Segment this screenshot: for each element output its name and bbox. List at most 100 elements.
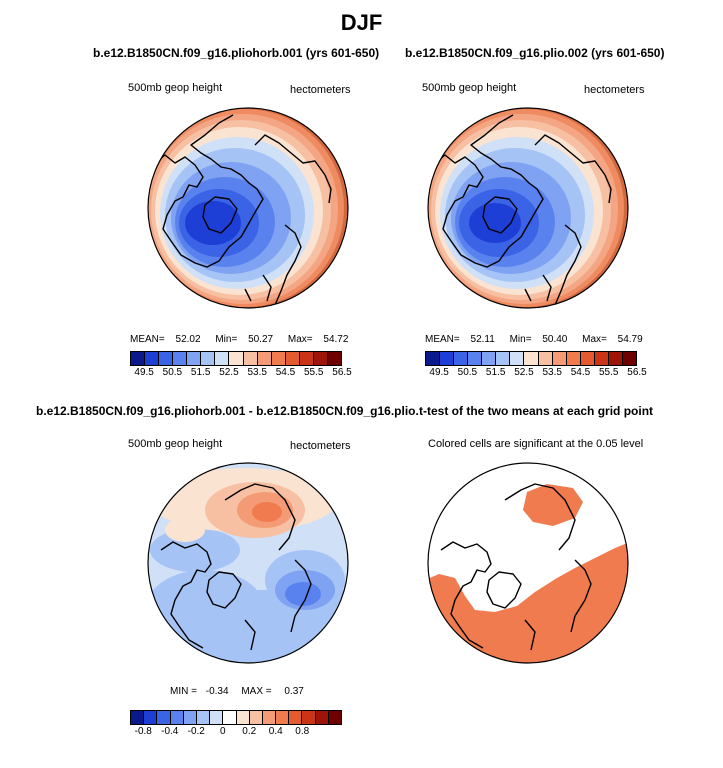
page-title: DJF <box>340 10 383 35</box>
colorbar-tick-label: 49.5 <box>429 367 449 378</box>
colorbar-cell <box>183 711 197 724</box>
colorbar-tick-label: 55.5 <box>598 367 619 378</box>
panel-2-mean-label: MEAN= <box>425 334 460 345</box>
colorbar-cell <box>210 711 224 724</box>
colorbar-cell <box>187 352 202 365</box>
map-panel-4-significance <box>427 462 629 664</box>
colorbar-cell <box>249 711 263 724</box>
colorbar-cell <box>313 352 328 365</box>
panel-1-max: 54.72 <box>323 334 349 345</box>
colorbar-cell <box>594 352 609 365</box>
colorbar-panel-2 <box>425 351 637 366</box>
colorbar-cell <box>302 711 316 724</box>
colorbar-cell <box>131 352 146 365</box>
colorbar-tick-label: -0.4 <box>161 726 179 737</box>
colorbar-cell <box>454 352 469 365</box>
panel-1-min: 50.27 <box>248 334 274 345</box>
panel-2-max: 54.79 <box>617 334 643 345</box>
colorbar-cell <box>566 352 581 365</box>
panel-2-variable-label: 500mb geop height <box>422 82 517 94</box>
panel-3-max: 0.37 <box>284 686 304 697</box>
colorbar-tick-label: 0.2 <box>242 726 257 737</box>
colorbar-tick-label: 56.5 <box>332 367 352 378</box>
colorbar-cell <box>173 352 188 365</box>
colorbar-cell <box>243 352 258 365</box>
panel-3-units-label: hectometers <box>290 440 351 452</box>
colorbar-cell <box>552 352 567 365</box>
panel-2-min-label: Min= <box>509 334 532 345</box>
panel-2-max-label: Max= <box>582 334 607 345</box>
colorbar-cell <box>201 352 216 365</box>
colorbar-tick-label: 0.4 <box>268 726 283 737</box>
panel-1-units-label: hectometers <box>290 84 351 96</box>
panel-3-variable-label: 500mb geop height <box>128 438 223 450</box>
panel-3-title: b.e12.B1850CN.f09_g16.pliohorb.001 - b.e… <box>36 404 439 418</box>
colorbar-tick-label: 51.5 <box>190 367 211 378</box>
colorbar-cell <box>276 711 290 724</box>
panel-3-min-label: MIN = <box>170 686 197 697</box>
colorbar-tick-label: 55.5 <box>303 367 324 378</box>
colorbar-cell <box>144 711 158 724</box>
map-panel-1 <box>147 107 349 309</box>
colorbar-cell <box>524 352 539 365</box>
panel-4-title: t-test of the two means at each grid poi… <box>419 404 654 418</box>
colorbar-tick-label: -0.2 <box>187 726 205 737</box>
panel-2-units-label: hectometers <box>584 84 645 96</box>
panel-1-min-label: Min= <box>215 334 238 345</box>
colorbar-cell <box>236 711 250 724</box>
colorbar-tick-label: 56.5 <box>627 367 647 378</box>
colorbar-cell <box>131 711 145 724</box>
colorbar-cell <box>482 352 497 365</box>
panel-2-title: b.e12.B1850CN.f09_g16.plio.002 (yrs 601-… <box>405 46 665 60</box>
colorbar-panel-3 <box>130 710 342 725</box>
colorbar-cell <box>145 352 160 365</box>
colorbar-tick-label: 50.5 <box>162 367 183 378</box>
colorbar-cell <box>328 711 341 724</box>
colorbar-tick-label: 50.5 <box>457 367 478 378</box>
panel-4-note: Colored cells are significant at the 0.0… <box>428 438 644 450</box>
map-panel-3 <box>147 462 349 664</box>
colorbar-tick-label: 49.5 <box>134 367 154 378</box>
colorbar-cell <box>285 352 300 365</box>
panel-1-stats: MEAN= 52.02 Min= 50.27 Max= 54.72 <box>130 334 348 345</box>
colorbar-cell <box>157 711 171 724</box>
colorbar-cell <box>271 352 286 365</box>
colorbar-tick-label: 53.5 <box>247 367 267 378</box>
panel-3-max-label: MAX = <box>241 686 272 697</box>
colorbar-cell <box>510 352 525 365</box>
colorbar-tick-label: 51.5 <box>485 367 506 378</box>
panel-2-stats: MEAN= 52.11 Min= 50.40 Max= 54.79 <box>425 334 643 345</box>
colorbar-tick-label: 54.5 <box>275 367 296 378</box>
colorbar-cell <box>440 352 455 365</box>
colorbar-cell <box>159 352 174 365</box>
colorbar-tick-label: 0.8 <box>295 726 310 737</box>
panel-1-mean-label: MEAN= <box>130 334 165 345</box>
colorbar-cell <box>215 352 230 365</box>
colorbar-cell <box>196 711 211 724</box>
panel-1-title: b.e12.B1850CN.f09_g16.pliohorb.001 (yrs … <box>93 46 380 60</box>
colorbar-cell <box>257 352 272 365</box>
colorbar-tick-label: -0.8 <box>134 726 152 737</box>
colorbar-panel-2-labels: 49.5 50.5 51.5 52.5 53.5 54.5 55.5 56.5 <box>425 367 646 379</box>
colorbar-cell <box>468 352 483 365</box>
colorbar-cell <box>426 352 441 365</box>
colorbar-panel-3-labels: -0.8 -0.4 -0.2 0 0.2 0.4 0.8 <box>130 726 342 738</box>
colorbar-panel-1-labels: 49.5 50.5 51.5 52.5 53.5 54.5 55.5 56.5 <box>130 367 351 379</box>
colorbar-cell <box>289 711 303 724</box>
panel-1-variable-label: 500mb geop height <box>128 82 223 94</box>
colorbar-cell <box>622 352 636 365</box>
colorbar-cell <box>299 352 314 365</box>
colorbar-tick-label: 0 <box>219 726 226 737</box>
colorbar-cell <box>229 352 244 365</box>
panel-3-stats: MIN = -0.34 MAX = 0.37 <box>170 686 304 697</box>
colorbar-panel-1 <box>130 351 342 366</box>
colorbar-cell <box>223 711 237 724</box>
map-panel-2 <box>427 107 629 309</box>
colorbar-cell <box>327 352 341 365</box>
panel-3-min: -0.34 <box>205 686 229 697</box>
panel-1-mean: 52.02 <box>175 334 201 345</box>
panel-1-max-label: Max= <box>287 334 313 345</box>
colorbar-tick-label: 52.5 <box>219 367 239 378</box>
panel-2-min: 50.40 <box>542 334 568 345</box>
colorbar-cell <box>538 352 553 365</box>
